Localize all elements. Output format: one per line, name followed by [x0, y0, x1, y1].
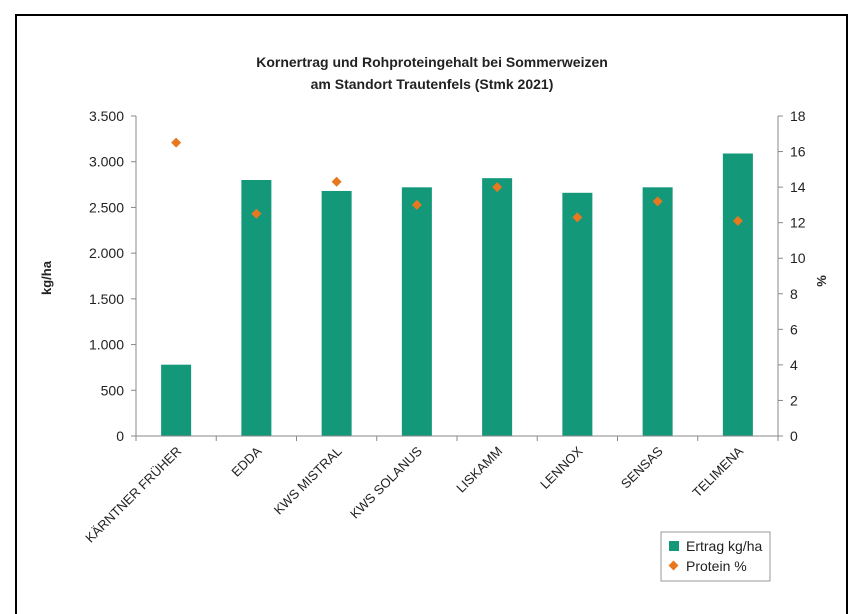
- bar-ertrag: [482, 178, 513, 436]
- y2-tick-label: 14: [790, 179, 806, 195]
- bar-ertrag: [642, 187, 673, 436]
- y-tick-label: 1.500: [89, 291, 124, 307]
- protein-point: [411, 199, 422, 210]
- bar-ertrag: [241, 180, 272, 436]
- protein-point: [171, 137, 182, 148]
- y-tick-label: 3.500: [89, 108, 124, 124]
- legend-label-protein: Protein %: [686, 558, 747, 574]
- y-tick-label: 500: [101, 382, 125, 398]
- protein-point: [732, 215, 743, 226]
- y2-tick-label: 18: [790, 108, 806, 124]
- bar-ertrag: [321, 190, 352, 436]
- x-category-label: KÄRNTNER FRÜHER: [82, 444, 184, 546]
- y2-tick-label: 12: [790, 215, 806, 231]
- x-category-label: KWS SOLANUS: [347, 443, 425, 521]
- y-axis-ticks-right: 0 2 4 6 8 10 12 14 16 18: [778, 108, 806, 444]
- y-tick-label: 0: [116, 428, 124, 444]
- chart-title-line-2: am Standort Trautenfels (Stmk 2021): [311, 76, 554, 92]
- legend: Ertrag kg/ha Protein %: [660, 531, 771, 582]
- x-category-label: EDDA: [228, 443, 264, 479]
- protein-point: [652, 196, 663, 207]
- protein-point: [572, 212, 583, 223]
- protein-point: [492, 182, 503, 193]
- legend-box: [660, 531, 771, 582]
- bar-ertrag: [401, 187, 432, 436]
- protein-series: [171, 137, 743, 226]
- y-tick-label: 1.000: [89, 337, 124, 353]
- x-category-label: LENNOX: [537, 443, 586, 492]
- y2-tick-label: 16: [790, 144, 806, 160]
- legend-label-ertrag: Ertrag kg/ha: [686, 538, 762, 554]
- y-tick-label: 2.500: [89, 199, 124, 215]
- x-axis-category-labels: KÄRNTNER FRÜHER EDDA KWS MISTRAL KWS SOLANU…: [82, 436, 779, 546]
- bar-series: [161, 153, 753, 436]
- y2-tick-label: 10: [790, 250, 806, 266]
- x-category-label: SENSAS: [618, 443, 666, 491]
- y2-tick-label: 2: [790, 392, 798, 408]
- protein-point: [251, 208, 262, 219]
- y2-axis-label: %: [814, 275, 829, 287]
- y2-tick-label: 0: [790, 428, 798, 444]
- x-category-label: LISKAMM: [453, 444, 505, 496]
- chart-title-line-1: Kornertrag und Rohproteingehalt bei Somm…: [256, 54, 608, 70]
- legend-swatch-ertrag: [669, 541, 679, 551]
- bar-ertrag: [161, 364, 192, 436]
- y2-tick-label: 4: [790, 357, 798, 373]
- bar-ertrag: [722, 153, 753, 436]
- y2-tick-label: 8: [790, 286, 798, 302]
- legend-marker-protein: [668, 560, 679, 571]
- protein-point: [331, 176, 342, 187]
- y-axis-ticks-left: 0 500 1.000 1.500 2.000 2.500 3.000 3.500: [89, 108, 136, 444]
- x-category-label: TELIMENA: [689, 443, 746, 500]
- y-axis-label: kg/ha: [39, 260, 54, 295]
- x-category-label: KWS MISTRAL: [271, 444, 345, 518]
- y-tick-label: 2.000: [89, 245, 124, 261]
- chart-frame: [15, 14, 848, 614]
- y-tick-label: 3.000: [89, 154, 124, 170]
- y2-tick-label: 6: [790, 321, 798, 337]
- bar-ertrag: [562, 192, 593, 436]
